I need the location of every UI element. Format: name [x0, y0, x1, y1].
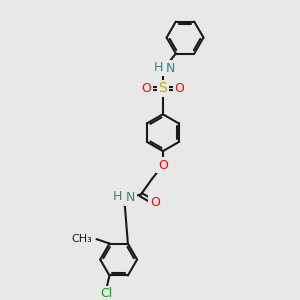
Text: O: O — [158, 159, 168, 172]
Text: H: H — [113, 190, 122, 202]
Text: N: N — [166, 62, 175, 75]
Text: CH₃: CH₃ — [71, 234, 92, 244]
Text: S: S — [158, 81, 167, 95]
Text: Cl: Cl — [100, 287, 112, 300]
Text: O: O — [175, 82, 184, 95]
Text: O: O — [141, 82, 151, 95]
Text: O: O — [150, 196, 160, 209]
Text: N: N — [126, 191, 135, 204]
Text: H: H — [154, 61, 163, 74]
